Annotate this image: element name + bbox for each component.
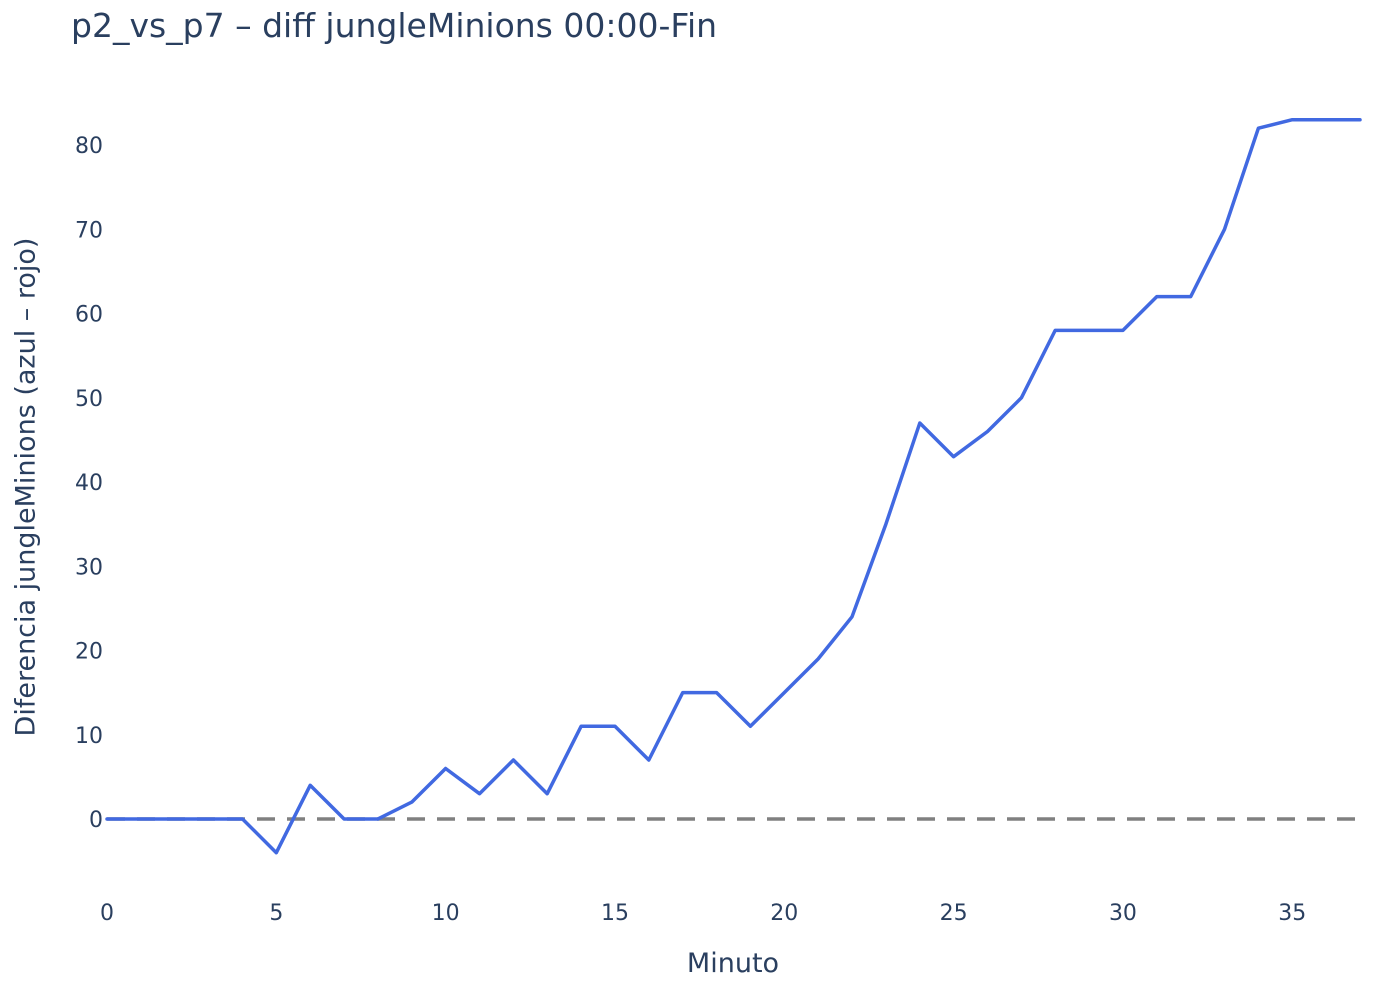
- x-tick-label: 0: [100, 901, 114, 926]
- y-axis-title: Diferencia jungleMinions (azul – rojo): [10, 237, 42, 737]
- x-tick-label: 30: [1109, 901, 1137, 926]
- x-tick-label: 35: [1278, 901, 1306, 926]
- chart-title: p2_vs_p7 – diff jungleMinions 00:00-Fin: [71, 6, 718, 45]
- y-tick-label: 10: [75, 724, 103, 749]
- y-tick-label: 20: [75, 640, 103, 665]
- y-tick-label: 70: [75, 218, 103, 243]
- x-tick-label: 25: [940, 901, 968, 926]
- y-tick-label: 50: [75, 387, 103, 412]
- x-axis-title: Minuto: [686, 948, 780, 979]
- y-tick-label: 80: [75, 134, 103, 159]
- y-tick-label: 40: [75, 471, 103, 496]
- x-tick-label: 5: [269, 901, 283, 926]
- x-tick-label: 15: [601, 901, 629, 926]
- y-tick-label: 0: [89, 808, 103, 833]
- x-tick-label: 10: [432, 901, 460, 926]
- y-tick-label: 60: [75, 303, 103, 328]
- y-tick-label: 30: [75, 555, 103, 580]
- x-tick-label: 20: [770, 901, 798, 926]
- series-line-0: [105, 117, 1362, 855]
